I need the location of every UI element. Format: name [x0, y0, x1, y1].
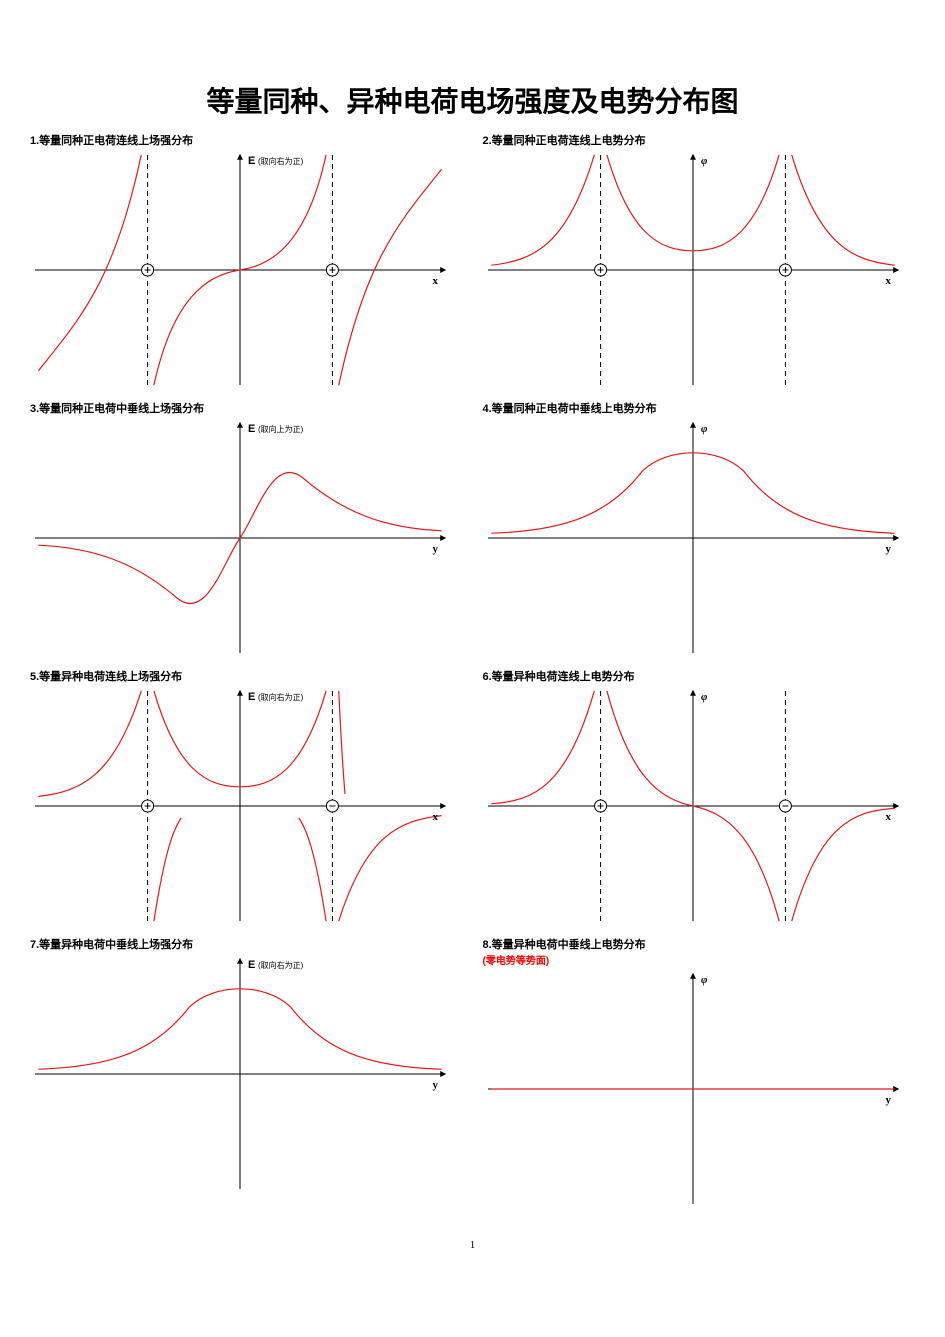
charge-plus-icon — [594, 264, 606, 276]
y-axis-label: E — [248, 155, 255, 167]
chart-caption: 7.等量异种电荷中垂线上场强分布 — [30, 936, 463, 952]
y-axis-sublabel: (取向右为正) — [258, 960, 304, 970]
curve — [339, 169, 442, 385]
chart-cell-7: 7.等量异种电荷中垂线上场强分布 E(取向右为正) y — [30, 936, 463, 1209]
chart-svg: φy — [483, 418, 903, 658]
y-axis-label: φ — [701, 974, 708, 986]
chart-cell-8: 8.等量异种电荷中垂线上电势分布(零电势等势面)φy — [483, 936, 916, 1209]
charge-plus-icon — [779, 264, 791, 276]
charge-minus-icon — [779, 800, 791, 812]
chart-cell-1: 1.等量同种正电荷连线上场强分布 E(取向右为正) x — [30, 132, 463, 390]
curve — [339, 691, 345, 794]
chart-caption: 5.等量异种电荷连线上场强分布 — [30, 668, 463, 684]
chart-title: 5.等量异种电荷连线上场强分布 — [30, 671, 182, 683]
chart-title: 6.等量异种电荷连线上电势分布 — [483, 671, 635, 683]
chart-subtitle: (零电势等势面) — [483, 952, 916, 967]
chart-caption: 1.等量同种正电荷连线上场强分布 — [30, 132, 463, 148]
charge-plus-icon — [142, 264, 154, 276]
x-axis-label: x — [885, 811, 891, 823]
chart-svg: φx — [483, 686, 903, 926]
chart-title: 2.等量同种正电荷连线上电势分布 — [483, 135, 646, 147]
y-axis-label: φ — [701, 423, 708, 435]
x-axis-label: y — [433, 543, 439, 555]
curve — [339, 816, 442, 922]
y-axis-label: E — [248, 691, 255, 703]
chart-caption: 2.等量同种正电荷连线上电势分布 — [483, 132, 916, 148]
curve — [791, 808, 894, 921]
chart-svg: E(取向右为正) y — [30, 954, 450, 1194]
chart-svg: E(取向上为正) y — [30, 418, 450, 658]
charge-minus-icon — [326, 800, 338, 812]
x-axis-label: x — [433, 811, 439, 823]
y-axis-sublabel: (取向右为正) — [258, 156, 304, 166]
x-axis-label: x — [885, 275, 891, 287]
curve — [791, 155, 894, 265]
curve — [240, 155, 326, 270]
chart-caption: 8.等量异种电荷中垂线上电势分布(零电势等势面) — [483, 936, 916, 967]
curve — [38, 155, 141, 371]
x-axis-label: y — [433, 1079, 439, 1091]
chart-grid: 1.等量同种正电荷连线上场强分布E(取向右为正)x2.等量同种正电荷连线上电势分… — [30, 132, 915, 1209]
curve — [491, 691, 594, 804]
charge-plus-icon — [594, 800, 606, 812]
chart-title: 1.等量同种正电荷连线上场强分布 — [30, 135, 193, 147]
chart-title: 4.等量同种正电荷中垂线上电势分布 — [483, 403, 657, 415]
y-axis-sublabel: (取向上为正) — [258, 424, 304, 434]
y-axis-label: E — [248, 423, 255, 435]
chart-title: 8.等量异种电荷中垂线上电势分布 — [483, 939, 646, 951]
chart-caption: 6.等量异种电荷连线上电势分布 — [483, 668, 916, 684]
chart-title: 3.等量同种正电荷中垂线上场强分布 — [30, 403, 204, 415]
x-axis-label: x — [433, 275, 439, 287]
chart-svg: E(取向右为正) x — [30, 686, 450, 926]
y-axis-label: φ — [701, 155, 708, 167]
curve — [154, 818, 181, 921]
chart-title: 7.等量异种电荷中垂线上场强分布 — [30, 939, 193, 951]
curve — [491, 155, 594, 265]
curve — [38, 691, 141, 797]
y-axis-label: φ — [701, 691, 708, 703]
chart-svg: E(取向右为正) x — [30, 150, 450, 390]
chart-cell-2: 2.等量同种正电荷连线上电势分布φx — [483, 132, 916, 390]
page-title: 等量同种、异种电荷电场强度及电势分布图 — [30, 80, 915, 120]
y-axis-sublabel: (取向右为正) — [258, 692, 304, 702]
charge-plus-icon — [326, 264, 338, 276]
page-number: 1 — [30, 1239, 915, 1251]
chart-svg: φy — [483, 969, 903, 1209]
x-axis-label: y — [885, 543, 891, 555]
y-axis-label: E — [248, 959, 255, 971]
chart-caption: 4.等量同种正电荷中垂线上电势分布 — [483, 400, 916, 416]
curve — [154, 270, 240, 385]
chart-caption: 3.等量同种正电荷中垂线上场强分布 — [30, 400, 463, 416]
charge-plus-icon — [142, 800, 154, 812]
chart-cell-5: 5.等量异种电荷连线上场强分布 E(取向右为正) x — [30, 668, 463, 926]
x-axis-label: y — [885, 1094, 891, 1106]
chart-cell-4: 4.等量同种正电荷中垂线上电势分布φy — [483, 400, 916, 658]
curve — [299, 818, 326, 921]
chart-cell-6: 6.等量异种电荷连线上电势分布φx — [483, 668, 916, 926]
chart-cell-3: 3.等量同种正电荷中垂线上场强分布 E(取向上为正) y — [30, 400, 463, 658]
chart-svg: φx — [483, 150, 903, 390]
